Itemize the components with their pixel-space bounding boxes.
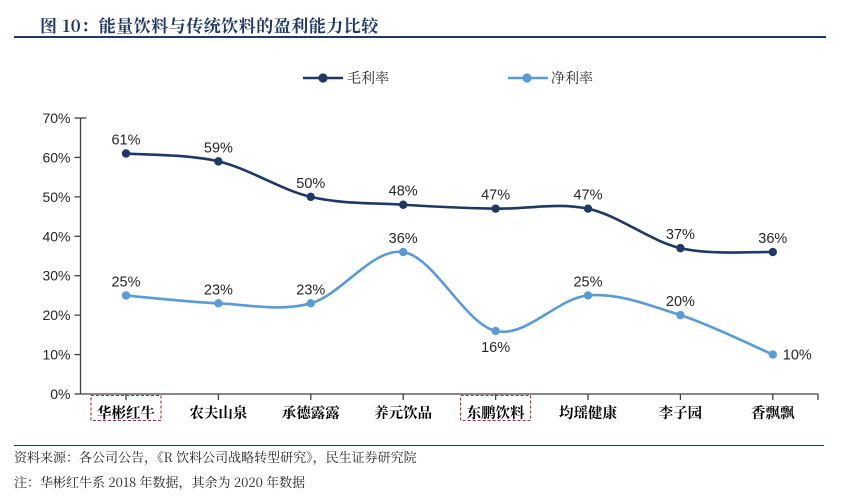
svg-text:25%: 25% <box>573 274 602 290</box>
svg-text:36%: 36% <box>758 231 787 247</box>
svg-text:李子园: 李子园 <box>659 402 703 423</box>
svg-text:养元饮品: 养元饮品 <box>374 402 432 423</box>
svg-text:均瑶健康: 均瑶健康 <box>559 402 617 423</box>
svg-text:20%: 20% <box>42 307 70 323</box>
svg-text:香飘飘: 香飘飘 <box>751 402 795 423</box>
svg-text:23%: 23% <box>204 282 233 298</box>
svg-text:47%: 47% <box>573 188 602 204</box>
svg-text:61%: 61% <box>111 132 140 148</box>
svg-text:60%: 60% <box>42 149 70 165</box>
svg-text:59%: 59% <box>204 140 233 156</box>
svg-text:48%: 48% <box>389 184 418 200</box>
svg-text:70%: 70% <box>42 110 70 126</box>
svg-text:23%: 23% <box>296 282 325 298</box>
svg-text:47%: 47% <box>481 188 510 204</box>
svg-text:16%: 16% <box>481 340 510 356</box>
svg-text:东鹏饮料: 东鹏饮料 <box>467 402 525 423</box>
svg-text:50%: 50% <box>296 176 325 192</box>
svg-text:36%: 36% <box>389 231 418 247</box>
svg-text:承德露露: 承德露露 <box>282 402 340 423</box>
svg-text:0%: 0% <box>50 386 70 402</box>
svg-text:40%: 40% <box>42 228 70 244</box>
svg-text:农夫山泉: 农夫山泉 <box>188 402 247 423</box>
svg-text:30%: 30% <box>42 268 70 284</box>
svg-text:50%: 50% <box>42 189 70 205</box>
svg-text:37%: 37% <box>666 227 695 243</box>
svg-text:25%: 25% <box>111 274 140 290</box>
svg-text:10%: 10% <box>42 347 70 363</box>
svg-text:10%: 10% <box>783 348 812 364</box>
svg-text:华彬红牛: 华彬红牛 <box>97 402 155 423</box>
svg-text:20%: 20% <box>666 294 695 310</box>
